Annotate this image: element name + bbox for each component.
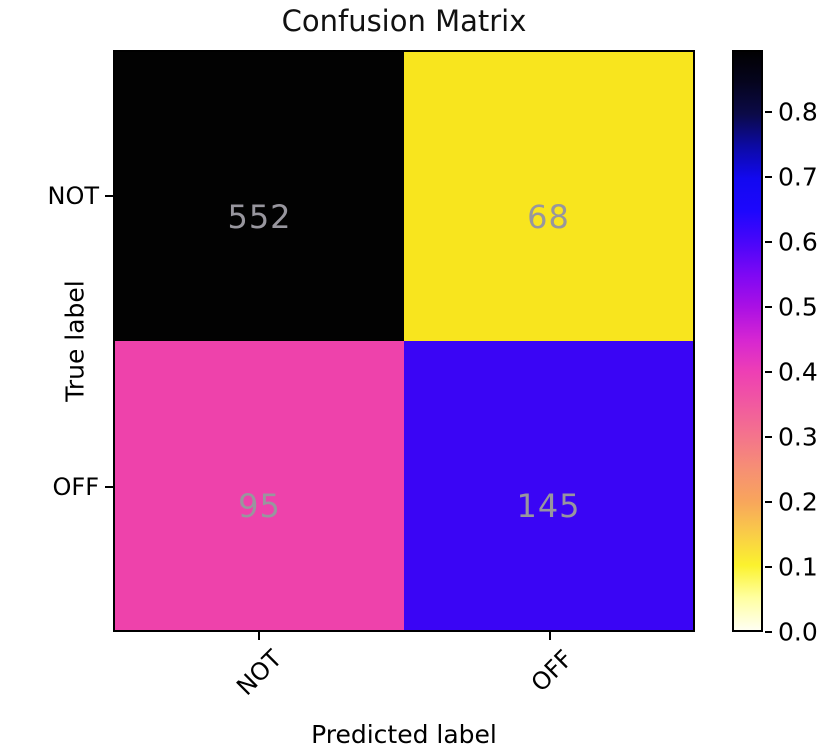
heatmap-cell-NOT-OFF: 68 (404, 52, 693, 341)
y-tick-label: OFF (52, 472, 100, 501)
colorbar-tick-mark (765, 176, 772, 179)
cell-value: 552 (227, 197, 292, 236)
colorbar-tick-mark (765, 306, 772, 309)
y-tick-mark (105, 194, 113, 197)
colorbar-tick-mark (765, 241, 772, 244)
cell-value: 95 (238, 486, 281, 525)
colorbar-tick-label: 0.1 (778, 552, 818, 582)
cell-value: 145 (516, 486, 581, 525)
colorbar-tick-label: 0.4 (778, 357, 818, 387)
chart-title: Confusion Matrix (281, 4, 527, 38)
colorbar-tick-label: 0.5 (778, 292, 818, 322)
x-tick-mark (257, 632, 260, 640)
y-tick-label: NOT (47, 181, 99, 210)
colorbar-tick-mark (765, 631, 772, 633)
heatmap-cell-OFF-NOT: 95 (115, 341, 404, 630)
heatmap-cell-OFF-OFF: 145 (404, 341, 693, 630)
heatmap-grid: 552 68 95 145 (113, 50, 695, 632)
y-tick-mark (105, 485, 113, 488)
colorbar-tick-mark (765, 436, 772, 439)
x-tick-mark (548, 632, 551, 640)
colorbar-tick-label: 0.0 (778, 617, 818, 647)
colorbar-tick-label: 0.3 (778, 422, 818, 452)
colorbar (732, 50, 763, 632)
colorbar-tick-mark (765, 371, 772, 374)
cell-value: 68 (527, 197, 570, 236)
x-axis-label: Predicted label (311, 720, 497, 749)
y-axis-label: True label (60, 280, 90, 402)
colorbar-tick-label: 0.2 (778, 487, 818, 517)
colorbar-tick-mark (765, 111, 772, 114)
colorbar-tick-label: 0.6 (778, 227, 818, 257)
colorbar-tick-mark (765, 566, 772, 569)
colorbar-tick-label: 0.7 (778, 162, 818, 192)
heatmap-cell-NOT-NOT: 552 (115, 52, 404, 341)
colorbar-tick-label: 0.8 (778, 97, 818, 127)
colorbar-tick-mark (765, 501, 772, 504)
